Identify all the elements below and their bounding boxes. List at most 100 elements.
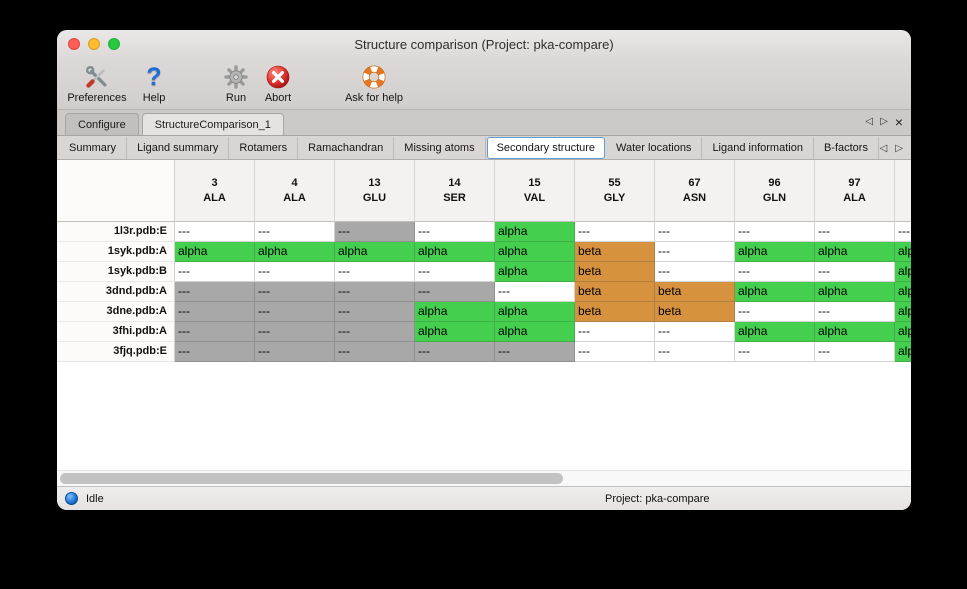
- table-cell: beta: [575, 282, 655, 302]
- close-window-button[interactable]: [68, 38, 80, 50]
- table-cell: ---: [575, 322, 655, 342]
- project-label: Project: pka-compare: [605, 492, 710, 505]
- row-header: 3fjq.pdb:E: [57, 342, 175, 362]
- table-cell: alpha: [175, 242, 255, 262]
- table-cell: alpha: [895, 322, 911, 342]
- horizontal-scrollbar[interactable]: [57, 470, 911, 486]
- tab-structurecomparison-1[interactable]: StructureComparison_1: [141, 113, 284, 135]
- title-bar[interactable]: Structure comparison (Project: pka-compa…: [57, 30, 911, 58]
- table-cell: ---: [735, 302, 815, 322]
- table-cell: ---: [255, 282, 335, 302]
- prev-subtab-icon[interactable]: ◁: [879, 143, 888, 154]
- ask-for-help-button[interactable]: Ask for help: [337, 63, 411, 104]
- table-cell: ---: [575, 222, 655, 242]
- table-row: 3fhi.pdb:A --- --- --- alpha alpha --- --- alpha…: [57, 322, 911, 342]
- table-cell: ---: [175, 342, 255, 362]
- table-cell: ---: [175, 262, 255, 282]
- table-cell: alpha: [735, 282, 815, 302]
- table-cell: alpha: [495, 242, 575, 262]
- minimize-window-button[interactable]: [88, 38, 100, 50]
- tab-ligand-summary[interactable]: Ligand summary: [127, 136, 230, 159]
- toolbar-label: Run: [225, 92, 247, 104]
- help-button[interactable]: ? Help: [137, 63, 171, 104]
- table-cell: beta: [655, 302, 735, 322]
- table-cell: alpha: [255, 242, 335, 262]
- tab-ramachandran[interactable]: Ramachandran: [298, 136, 395, 159]
- toolbar-label: Ask for help: [344, 92, 404, 104]
- table-cell: ---: [575, 342, 655, 362]
- table-cell: alpha: [415, 242, 495, 262]
- tab-missing-atoms[interactable]: Missing atoms: [394, 136, 486, 159]
- toolbar: Preferences ? Help Run: [57, 58, 911, 110]
- row-header: 3dne.pdb:A: [57, 302, 175, 322]
- next-tab-icon[interactable]: ▷: [880, 116, 888, 127]
- table-cell: ---: [175, 222, 255, 242]
- table-cell: ---: [255, 222, 335, 242]
- table-cell: ---: [255, 262, 335, 282]
- row-header: 1syk.pdb:B: [57, 262, 175, 282]
- close-tab-icon[interactable]: ×: [894, 113, 903, 130]
- table-row: 3dnd.pdb:A --- --- --- --- --- beta beta alpha al…: [57, 282, 911, 302]
- tab-b-factors[interactable]: B-factors: [814, 136, 879, 159]
- table-cell: ---: [655, 242, 735, 262]
- tab-water-locations[interactable]: Water locations: [606, 136, 703, 159]
- table-cell: ---: [495, 342, 575, 362]
- toolbar-label: Abort: [264, 92, 292, 104]
- column-header: 13 GLU: [335, 160, 415, 222]
- table-cell: alpha: [335, 242, 415, 262]
- table-cell: ---: [655, 342, 735, 362]
- tab-summary[interactable]: Summary: [59, 136, 128, 159]
- row-header: 1l3r.pdb:E: [57, 222, 175, 242]
- preferences-button[interactable]: Preferences: [65, 63, 129, 104]
- window-title: Structure comparison (Project: pka-compa…: [354, 36, 614, 52]
- table-cell: ---: [415, 342, 495, 362]
- table-cell: alpha: [495, 222, 575, 242]
- table-header-row: 3 ALA 4 ALA 13 GLU 14 SER 15 VAL 55 GLY 67 ASN 96 GLN 97…: [57, 160, 911, 222]
- next-subtab-icon[interactable]: ▷: [895, 143, 903, 154]
- table-cell: alpha: [895, 262, 911, 282]
- run-button[interactable]: Run: [219, 63, 253, 104]
- table-cell: ---: [655, 262, 735, 282]
- table-cell: alpha: [895, 342, 911, 362]
- table-cell: ---: [335, 302, 415, 322]
- table-cell: alpha: [895, 302, 911, 322]
- table-cell: ---: [335, 262, 415, 282]
- column-header: 14 SER: [415, 160, 495, 222]
- table-cell: ---: [735, 222, 815, 242]
- tab-ligand-information[interactable]: Ligand information: [702, 136, 814, 159]
- table-cell: alpha: [815, 322, 895, 342]
- tab-configure[interactable]: Configure: [65, 113, 139, 135]
- table-cell: alpha: [735, 322, 815, 342]
- tab-secondary-structure[interactable]: Secondary structure: [486, 136, 606, 159]
- question-icon: ?: [146, 63, 162, 91]
- table-cell: ---: [255, 322, 335, 342]
- table-cell: alpha: [815, 282, 895, 302]
- table-cell: alpha: [495, 262, 575, 282]
- table-cell: ---: [815, 302, 895, 322]
- table-cell: ---: [335, 322, 415, 342]
- zoom-window-button[interactable]: [108, 38, 120, 50]
- table-cell: alpha: [895, 282, 911, 302]
- column-header: [895, 160, 911, 222]
- table-corner-cell: [57, 160, 175, 222]
- table-row: 1syk.pdb:B --- --- --- --- alpha beta --- --- ---…: [57, 262, 911, 282]
- prev-tab-icon[interactable]: ◁: [865, 116, 874, 127]
- table-cell: ---: [655, 322, 735, 342]
- sub-tab-bar: Summary Ligand summary Rotamers Ramachandra…: [57, 136, 911, 160]
- table-row: 3fjq.pdb:E---------------------------alp…: [57, 342, 911, 362]
- table-cell: ---: [495, 282, 575, 302]
- table-cell: ---: [415, 222, 495, 242]
- abort-button[interactable]: Abort: [259, 63, 297, 104]
- main-tab-controls: ◁ ▷ ×: [865, 113, 903, 130]
- table-body: 1l3r.pdb:E --- --- --- --- alpha --- --- --- --- -…: [57, 222, 911, 362]
- column-header: 55 GLY: [575, 160, 655, 222]
- app-window: Structure comparison (Project: pka-compa…: [57, 30, 911, 510]
- tab-rotamers[interactable]: Rotamers: [229, 136, 299, 159]
- table-cell: ---: [175, 282, 255, 302]
- column-header: 97 ALA: [815, 160, 895, 222]
- horizontal-scrollbar-thumb[interactable]: [60, 473, 563, 484]
- table-cell: beta: [575, 302, 655, 322]
- table-cell: ---: [415, 262, 495, 282]
- table-cell: ---: [815, 222, 895, 242]
- column-header: 96 GLN: [735, 160, 815, 222]
